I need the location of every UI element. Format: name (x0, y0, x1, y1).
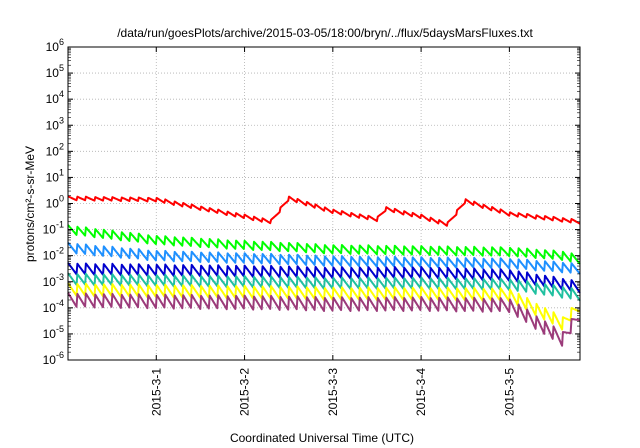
y-tick-label: 10-2 (43, 246, 64, 263)
y-tick-label: 106 (46, 37, 64, 54)
series-line (67, 195, 581, 227)
x-tick-label: 2015-3-1 (149, 368, 163, 416)
series-line (67, 292, 581, 347)
grid (68, 47, 580, 360)
series-lines (67, 195, 581, 347)
y-tick-label: 10-3 (43, 272, 64, 289)
y-tick-label: 10-1 (43, 220, 64, 237)
x-axis: 2015-3-1 2015-3-2 2015-3-3 2015-3-4 2015-3-5 (149, 47, 516, 416)
y-tick-label: 10-6 (43, 350, 64, 367)
x-tick-label: 2015-3-5 (502, 368, 516, 416)
y-tick-label: 102 (46, 141, 64, 158)
x-tick-label: 2015-3-2 (238, 368, 252, 416)
y-tick-label: 10-4 (43, 298, 64, 315)
y-axis: 10-6 10-5 10-4 10-3 10-2 10-1 100 101 102 103 104 1… (43, 37, 580, 367)
y-tick-label: 100 (46, 194, 64, 211)
x-axis-label: Coordinated Universal Time (UTC) (230, 431, 414, 445)
y-tick-label: 10-5 (43, 324, 64, 341)
y-tick-label: 101 (46, 167, 64, 184)
x-tick-label: 2015-3-3 (326, 368, 340, 416)
y-tick-label: 104 (46, 89, 64, 106)
y-tick-label: 103 (46, 115, 64, 132)
y-tick-label: 105 (46, 63, 64, 80)
chart-title: /data/run/goesPlots/archive/2015-03-05/1… (117, 26, 533, 40)
x-tick-label: 2015-3-4 (414, 368, 428, 416)
series-line (67, 241, 581, 275)
y-axis-label: protons/cm²-s-sr-MeV (23, 146, 37, 262)
series-line (67, 224, 581, 265)
